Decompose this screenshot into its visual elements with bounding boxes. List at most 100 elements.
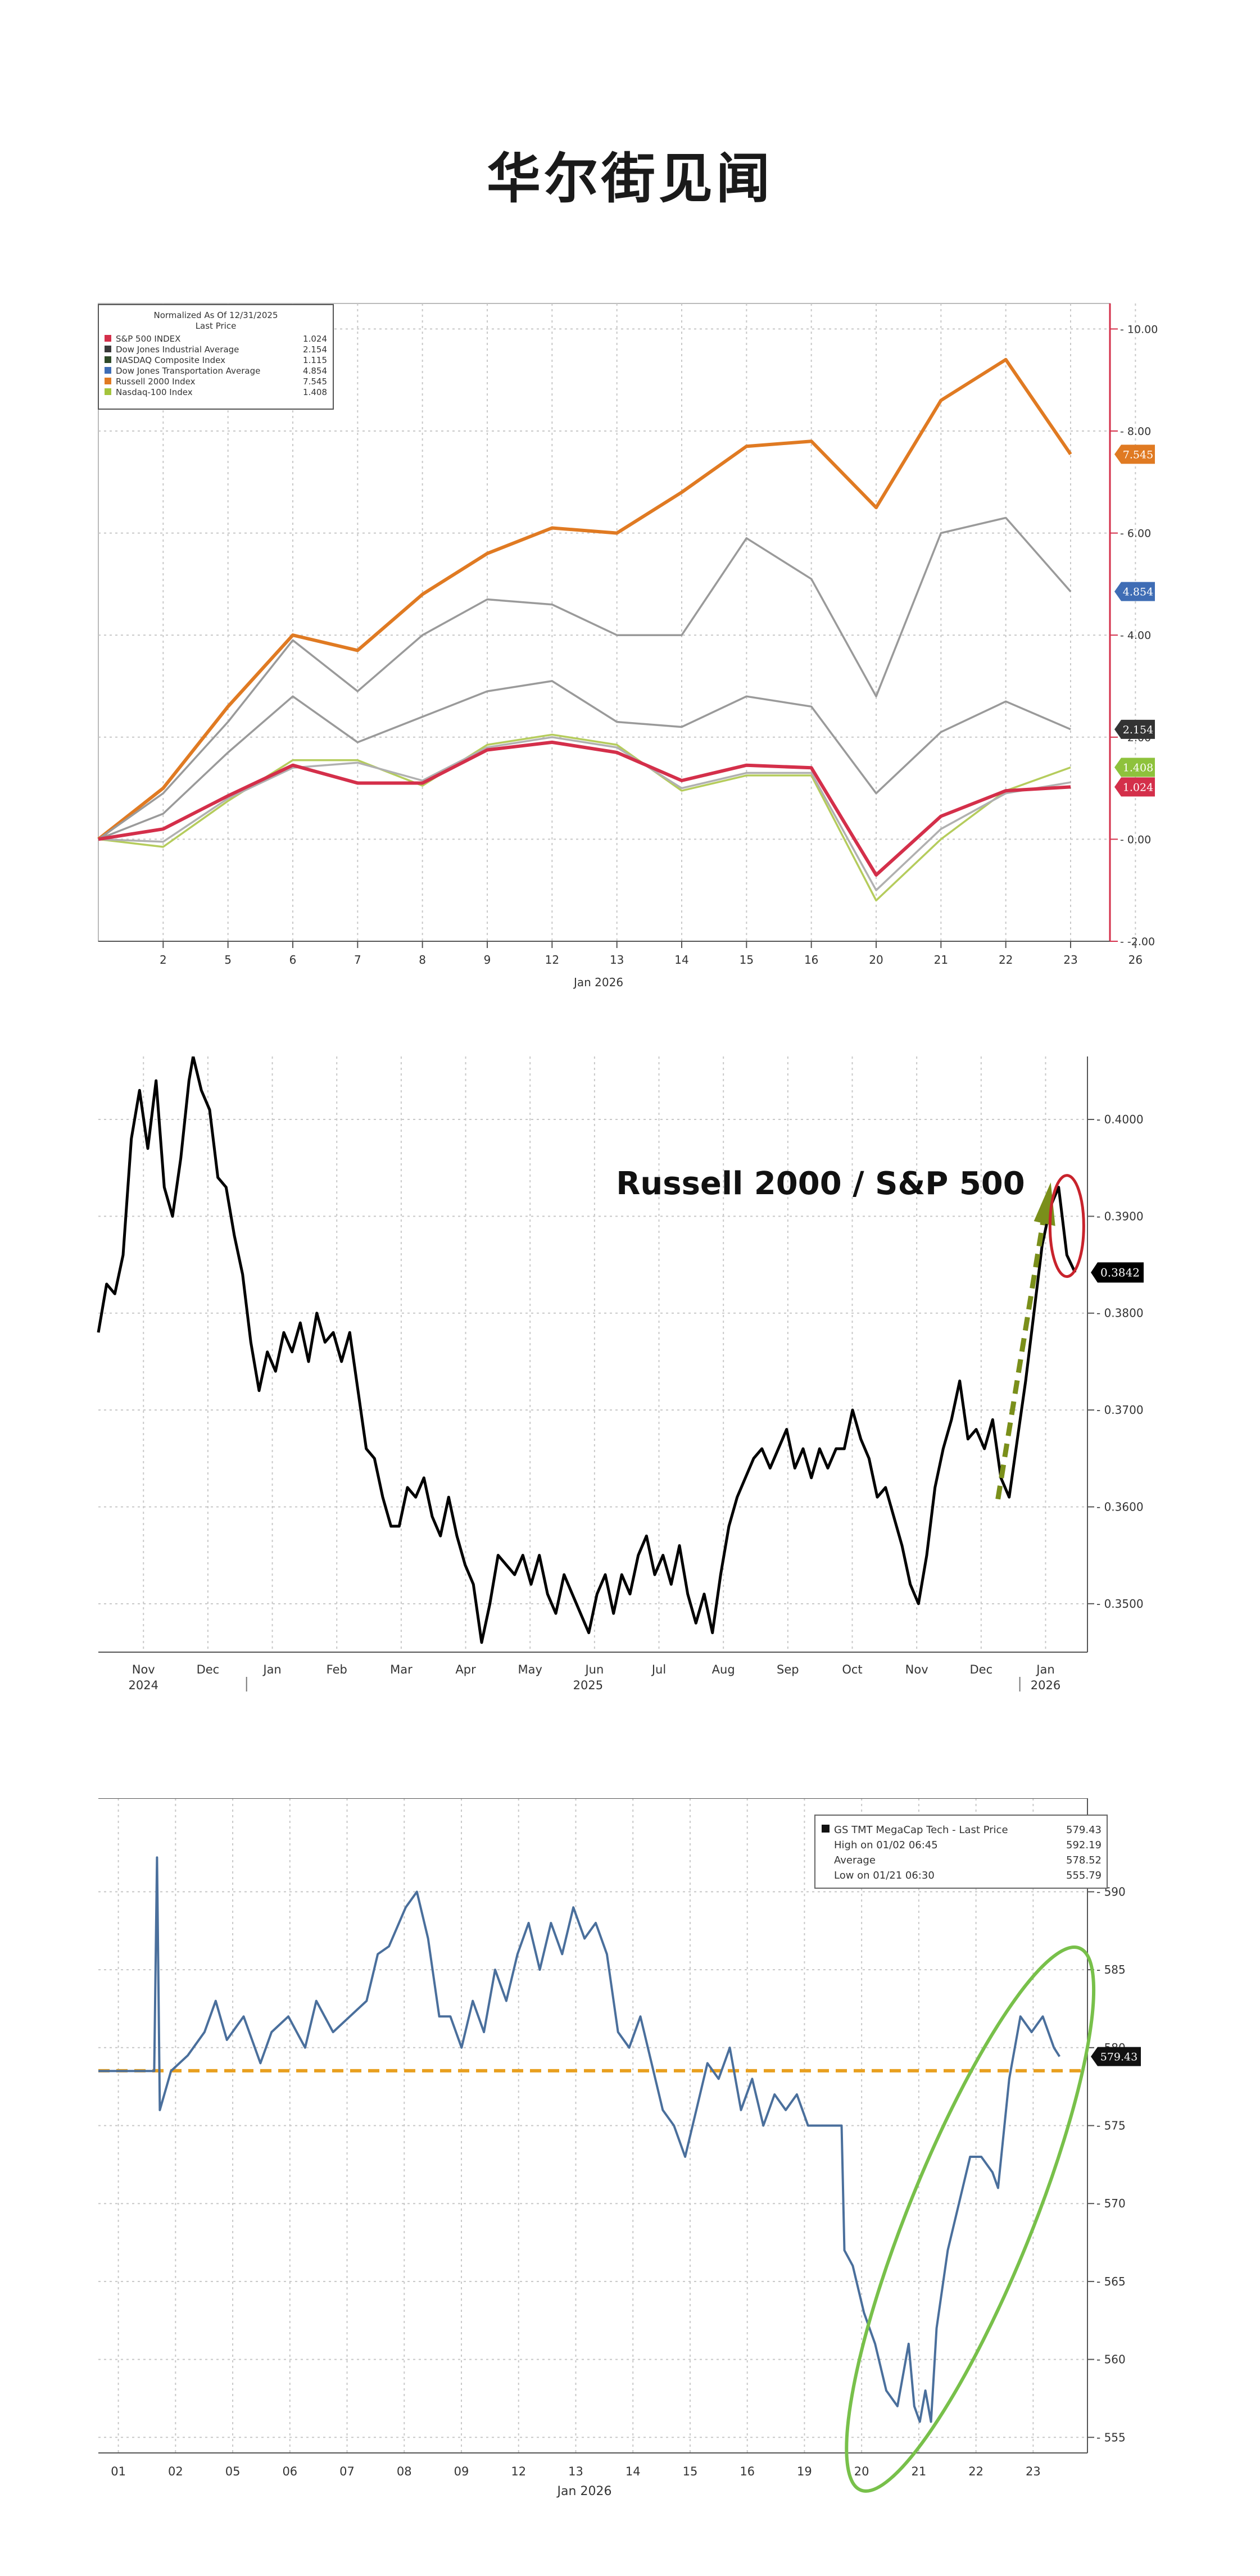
chart3-legend-value: 578.52 [1066, 1854, 1102, 1866]
chart2-last-value-text: 0.3842 [1100, 1266, 1140, 1279]
chart1-value-tag: 4.854 [1114, 582, 1155, 601]
chart1-x-tick-label: 20 [869, 953, 883, 967]
chart2-x-tick-label: Jun [584, 1663, 604, 1676]
chart2-y-tick-label: - 0.3600 [1096, 1500, 1144, 1513]
chart3-x-tick-label: 05 [225, 2465, 241, 2478]
chart2-x-tick-label: Dec [969, 1663, 992, 1676]
chart2-highlight-circle [1048, 1174, 1085, 1278]
chart2-x-tick-label: Nov [132, 1663, 155, 1676]
chart2-year-label: 2025 [573, 1679, 603, 1692]
chart3-series-line [98, 1856, 1060, 2423]
normalized-index-chart: - 10.00- 8.00- 6.00- 4.00- 2.00- 0.00- -… [97, 303, 1158, 989]
chart1-x-tick-label: 14 [674, 953, 688, 967]
chart2-x-tick-label: Oct [842, 1663, 862, 1676]
chart1-x-tick-label: 6 [289, 953, 297, 967]
chart2-series [97, 1056, 1077, 1644]
chart1-value-tag-text: 7.545 [1123, 448, 1153, 461]
chart2-x-tick-label: Jan [1035, 1663, 1054, 1676]
chart1-legend-value: 1.408 [303, 387, 327, 397]
chart1-series-line [98, 736, 1071, 891]
chart1-y-tick-label: - 4.00 [1120, 629, 1151, 642]
chart3-x-tick-label: 07 [339, 2465, 355, 2478]
chart3-legend-label: High on 01/02 06:45 [834, 1839, 938, 1851]
chart3-y-tick-label: - 560 [1096, 2353, 1126, 2366]
chart3-series [98, 1856, 1060, 2423]
chart1-value-tag: 7.545 [1114, 445, 1155, 464]
chart2-annotations: 0.3842 [995, 1174, 1144, 1500]
chart1-legend-label: NASDAQ Composite Index [116, 355, 225, 365]
chart3-x-tick-label: 02 [168, 2465, 183, 2478]
chart3-x-tick-label: 21 [912, 2465, 927, 2478]
chart2-y-tick-label: - 0.3900 [1096, 1209, 1144, 1223]
chart3-x-tick-label: 16 [740, 2465, 755, 2478]
chart1-legend-subheader: Last Price [196, 321, 237, 331]
chart2-x-tick-label: May [518, 1663, 542, 1676]
chart2-series-line [97, 1056, 1077, 1644]
chart1-x-tick-label: 5 [224, 953, 232, 967]
chart1-y-tick-label: - 0.00 [1120, 833, 1151, 846]
chart1-y-tick-label: - -2.00 [1120, 936, 1155, 948]
chart2-x-tick-label: Mar [390, 1663, 413, 1676]
chart1-value-tag-text: 4.854 [1123, 586, 1153, 598]
chart3-legend-label: Low on 01/21 06:30 [834, 1870, 935, 1881]
chart1-legend-swatch [105, 356, 111, 363]
chart3-x-tick-label: 09 [454, 2465, 469, 2478]
chart1-axes: - 10.00- 8.00- 6.00- 4.00- 2.00- 0.00- -… [98, 303, 1158, 967]
chart1-x-unit-label: Jan 2026 [573, 976, 623, 989]
chart2-x-tick-label: Apr [455, 1663, 476, 1676]
chart3-x-tick-label: 13 [568, 2465, 583, 2478]
chart1-legend-value: 7.545 [303, 377, 327, 387]
chart1-legend-value: 2.154 [303, 344, 327, 355]
chart1-legend-header: Normalized As Of 12/31/2025 [154, 310, 278, 320]
chart2-year-label: 2024 [129, 1679, 158, 1692]
chart3-y-tick-label: - 585 [1096, 1963, 1126, 1976]
chart2-x-tick-label: Jan [262, 1663, 281, 1676]
chart3-legend: GS TMT MegaCap Tech - Last Price 579.43 Hi… [814, 1815, 1108, 1889]
chart1-series [97, 357, 1072, 902]
gs-tmt-megacap-chart: - 590- 585- 580- 575- 570- 565- 560- 555… [98, 1798, 1141, 2498]
chart1-x-tick-label: 2 [160, 953, 167, 967]
chart2-x-tick-label: Sep [777, 1663, 799, 1676]
chart3-y-tick-label: - 555 [1096, 2430, 1126, 2444]
chart3-x-tick-label: 19 [797, 2465, 812, 2478]
chart1-value-tag-text: 1.024 [1123, 781, 1153, 793]
chart2-y-tick-label: - 0.3700 [1096, 1403, 1144, 1417]
chart3-grid [98, 1798, 1087, 2453]
chart3-x-tick-label: 08 [397, 2465, 412, 2478]
chart1-x-tick-label: 8 [419, 953, 426, 967]
chart1-legend-value: 1.024 [303, 334, 327, 344]
chart3-x-tick-label: 12 [511, 2465, 526, 2478]
chart1-plot-area [98, 303, 1111, 942]
chart1-value-tag-bg [1114, 758, 1155, 777]
chart2-grid [98, 1056, 1087, 1652]
russell-sp500-ratio-chart: - 0.4000 - 0.3900 - 0.3800 - 0.3700 - 0.3600… [97, 1056, 1144, 1692]
chart1-value-tag: 1.408 [1114, 758, 1155, 777]
chart1-x-tick-label: 12 [545, 953, 559, 967]
chart1-series-line [97, 516, 1072, 840]
chart1-value-tags: 7.545 4.854 2.154 1.408 1.024 [1114, 445, 1155, 797]
chart3-legend-value: 555.79 [1066, 1870, 1102, 1881]
chart1-value-tag-bg [1114, 719, 1155, 739]
chart1-value-tag: 2.154 [1114, 719, 1155, 739]
chart1-value-tag-bg [1114, 582, 1155, 601]
chart1-legend-label: S&P 500 INDEX [116, 334, 180, 344]
chart3-y-tick-label: - 565 [1096, 2275, 1126, 2288]
chart3-axes: - 590- 585- 580- 575- 570- 565- 560- 555… [98, 1798, 1126, 2478]
chart1-legend-label: Russell 2000 Index [116, 377, 196, 387]
chart2-x-tick-label: Dec [197, 1663, 220, 1676]
chart1-legend: Normalized As Of 12/31/2025 Last Price S… [98, 304, 334, 410]
chart1-x-tick-label: 22 [999, 953, 1013, 967]
chart1-x-tick-label: 7 [354, 953, 361, 967]
chart2-last-value-tag [1091, 1262, 1144, 1283]
chart3-x-tick-label: 06 [282, 2465, 297, 2478]
chart1-legend-label: Nasdaq-100 Index [116, 387, 193, 397]
chart1-x-tick-label: 16 [804, 953, 818, 967]
chart1-legend-swatch [105, 335, 111, 342]
chart3-y-tick-label: - 570 [1096, 2197, 1126, 2210]
chart1-legend-value: 1.115 [303, 355, 327, 365]
chart1-legend-swatch [105, 378, 111, 384]
chart1-value-tag-bg [1114, 777, 1155, 797]
chart3-legend-swatch [822, 1825, 830, 1833]
chart1-x-tick-label: 23 [1063, 953, 1077, 967]
chart3-x-tick-label: 20 [854, 2465, 869, 2478]
